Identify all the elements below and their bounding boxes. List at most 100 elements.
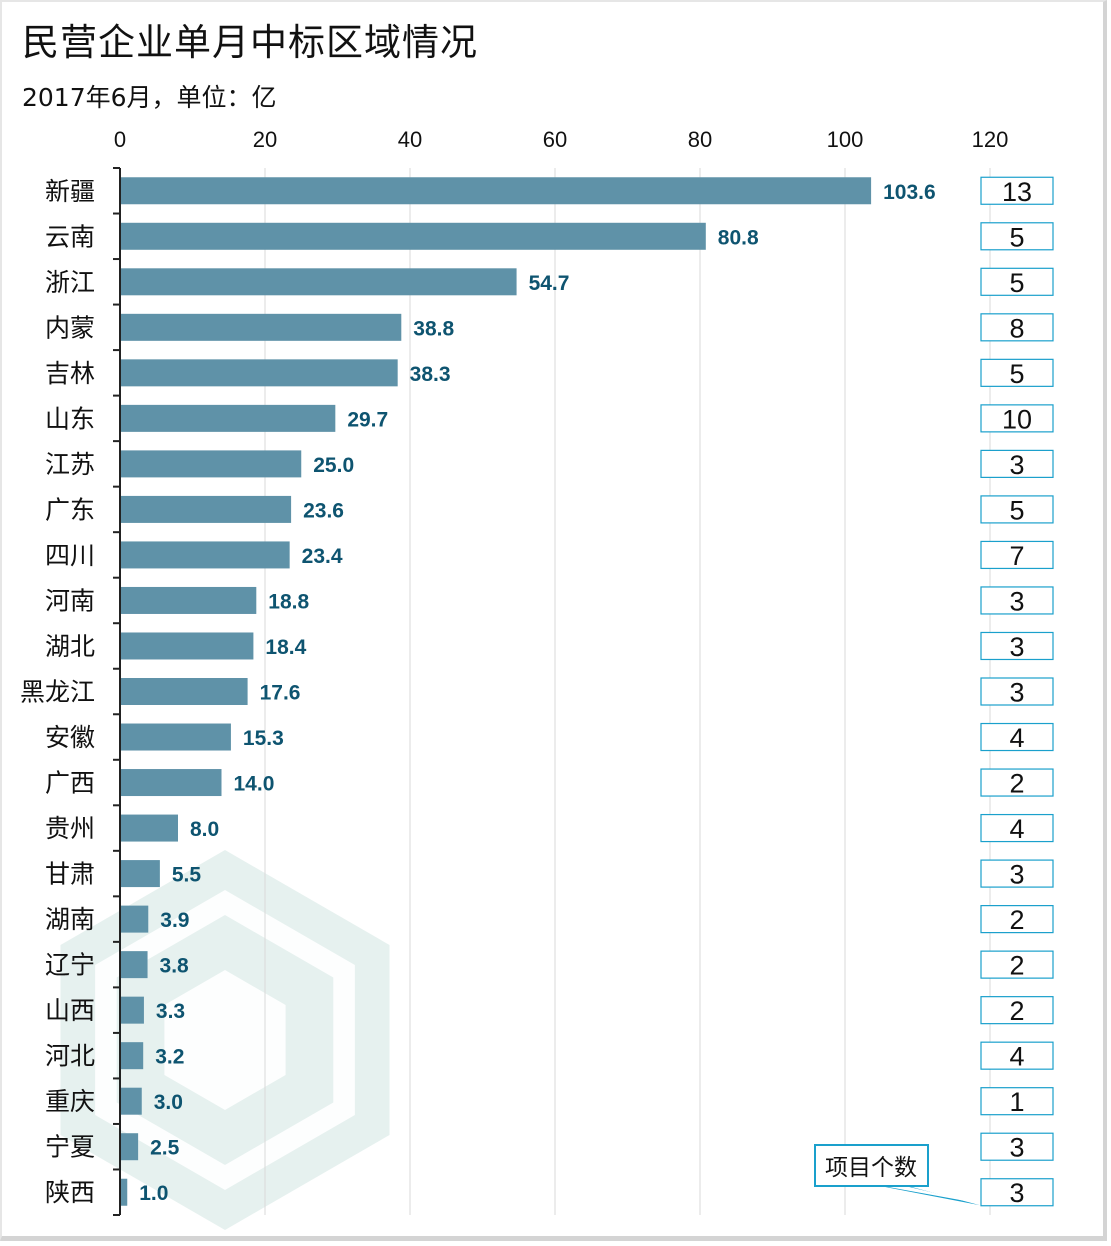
project-count-box — [980, 222, 1054, 251]
category-label: 广东 — [45, 495, 95, 524]
bar-value-label: 38.3 — [410, 363, 451, 386]
project-count-value: 3 — [1009, 450, 1024, 480]
bar — [120, 860, 160, 888]
category-label: 黑龙江 — [20, 678, 95, 707]
category-label: 重庆 — [45, 1087, 95, 1116]
category-label: 安徽 — [45, 723, 95, 752]
bar-value-label: 15.3 — [243, 727, 284, 750]
bar — [120, 769, 222, 797]
project-count-value: 3 — [1009, 632, 1024, 662]
project-count-value: 2 — [1009, 996, 1024, 1026]
project-count-box — [980, 631, 1054, 661]
bar — [120, 268, 517, 296]
project-count-box — [980, 586, 1054, 615]
project-count-box — [980, 540, 1054, 570]
project-count-value: 3 — [1009, 678, 1024, 708]
bar-value-label: 14.0 — [234, 773, 275, 796]
callout-annotation: 项目个数 — [814, 1144, 980, 1206]
category-label: 河南 — [45, 586, 95, 615]
project-count-box — [980, 859, 1054, 888]
project-count-value: 7 — [1009, 541, 1024, 571]
category-label: 江苏 — [45, 450, 95, 479]
bar — [120, 359, 398, 387]
bar-value-label: 1.0 — [139, 1182, 168, 1205]
project-count-value: 1 — [1009, 1087, 1024, 1117]
x-tick-label: 100 — [827, 127, 864, 152]
callout-box — [814, 1144, 929, 1187]
bar-value-label: 18.4 — [265, 636, 306, 659]
category-labels: 新疆云南浙江内蒙吉林山东江苏广东四川河南湖北黑龙江安徽广西贵州甘肃湖南辽宁山西河… — [20, 177, 95, 1207]
project-count-value: 5 — [1009, 222, 1024, 252]
bar-value-label: 18.8 — [268, 590, 309, 613]
category-label: 新疆 — [45, 177, 95, 206]
bar — [120, 678, 248, 705]
project-count-value: 10 — [1002, 404, 1032, 434]
bar-value-label: 2.5 — [150, 1137, 180, 1160]
project-count-box — [980, 1132, 1054, 1161]
chart-subtitle: 2017年6月，单位：亿 — [22, 83, 277, 112]
project-count-box — [980, 449, 1054, 478]
project-count-box — [980, 813, 1054, 843]
bar — [120, 541, 290, 569]
category-label: 吉林 — [45, 359, 95, 388]
bar — [120, 495, 292, 523]
category-label: 河北 — [45, 1042, 95, 1071]
category-label: 湖北 — [45, 632, 95, 661]
bar — [120, 586, 257, 614]
bar-value-label: 29.7 — [347, 408, 388, 431]
project-count-box — [980, 267, 1054, 296]
project-count-value: 8 — [1009, 313, 1024, 343]
category-label: 广西 — [45, 769, 95, 798]
category-label: 山西 — [45, 996, 95, 1025]
bar — [120, 222, 706, 250]
project-count-box — [980, 404, 1054, 433]
project-count-box — [980, 358, 1054, 387]
project-count-box — [980, 768, 1054, 797]
project-count-value: 3 — [1009, 1178, 1024, 1208]
project-count-box — [980, 1041, 1054, 1070]
bar — [120, 177, 872, 205]
bar-value-label: 5.5 — [172, 864, 202, 887]
project-count-value: 5 — [1009, 359, 1024, 389]
bar-value-label: 103.6 — [883, 181, 936, 204]
project-count-box — [980, 176, 1054, 205]
bar — [120, 723, 231, 751]
x-tick-label: 60 — [543, 127, 567, 152]
project-count-value: 2 — [1009, 769, 1024, 799]
callout-label: 项目个数 — [825, 1155, 917, 1181]
bar-value-label: 23.4 — [302, 545, 343, 568]
category-label: 四川 — [45, 541, 95, 570]
project-count-box — [980, 313, 1054, 342]
x-tick-label: 80 — [688, 127, 712, 152]
y-axis — [113, 167, 121, 1216]
project-count-value: 4 — [1009, 814, 1024, 844]
bar — [120, 996, 144, 1024]
bar — [120, 905, 149, 933]
project-count-value: 2 — [1009, 905, 1024, 935]
category-label: 宁夏 — [45, 1133, 95, 1162]
callout-pointer-inner — [883, 1186, 978, 1204]
category-label: 陕西 — [45, 1178, 95, 1207]
bar — [120, 404, 336, 432]
category-label: 内蒙 — [45, 313, 95, 342]
project-count-box — [980, 996, 1054, 1025]
category-label: 贵州 — [45, 814, 95, 843]
bar — [120, 814, 178, 842]
value-labels: 103.6 80.8 54.7 38.8 38.3 29.7 25.0 23.6 23.4 18.… — [139, 181, 935, 1205]
bar-value-label: 23.6 — [303, 499, 344, 522]
category-label: 甘肃 — [45, 860, 95, 889]
x-tick-label: 0 — [114, 127, 126, 152]
bar — [120, 632, 254, 660]
watermark-logo — [60, 850, 390, 1230]
x-axis-ticks: 0 20 40 60 80 100 120 — [114, 127, 1008, 152]
bar-value-label: 3.0 — [154, 1091, 183, 1114]
project-count-box — [980, 495, 1054, 524]
category-label: 辽宁 — [45, 951, 95, 980]
bar-value-label: 3.2 — [155, 1046, 184, 1069]
project-count-value: 3 — [1009, 586, 1024, 616]
project-count-value: 5 — [1009, 268, 1024, 298]
category-label: 湖南 — [45, 905, 95, 934]
category-label: 云南 — [45, 222, 95, 251]
